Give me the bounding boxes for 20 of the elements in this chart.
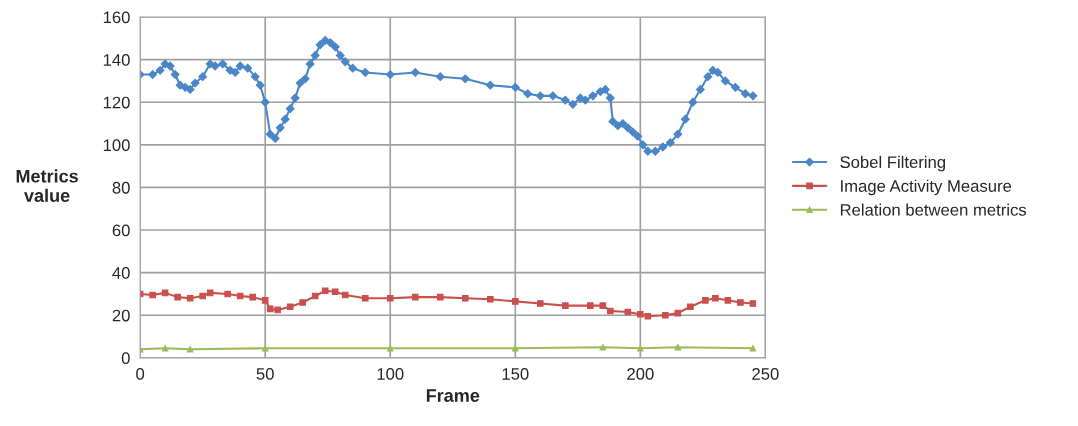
x-tick-label: 50 [256, 368, 274, 380]
y-tick-label: 120 [103, 96, 130, 109]
legend-label: Relation between metrics [840, 203, 1027, 216]
x-axis-title: Frame [426, 389, 480, 402]
x-tick-label: 200 [627, 368, 654, 380]
legend-label: Sobel Filtering [840, 155, 946, 172]
y-tick-label: 40 [112, 267, 130, 279]
x-tick-label: 150 [502, 368, 529, 380]
y-tick-label: 140 [103, 54, 130, 66]
y-tick-label: 160 [103, 11, 130, 24]
y-tick-label: 100 [103, 139, 130, 152]
y-tick-label: 0 [121, 352, 130, 365]
y-tick-label: 20 [112, 309, 130, 322]
y-axis-title: Metrics value [16, 169, 78, 203]
y-tick-label: 60 [112, 224, 130, 237]
y-tick-label: 80 [112, 181, 130, 194]
x-tick-label: 100 [377, 368, 404, 380]
x-tick-label: 0 [136, 368, 145, 380]
legend-label: Image Activity Measure [841, 179, 1012, 196]
x-tick-label: 250 [752, 368, 779, 380]
